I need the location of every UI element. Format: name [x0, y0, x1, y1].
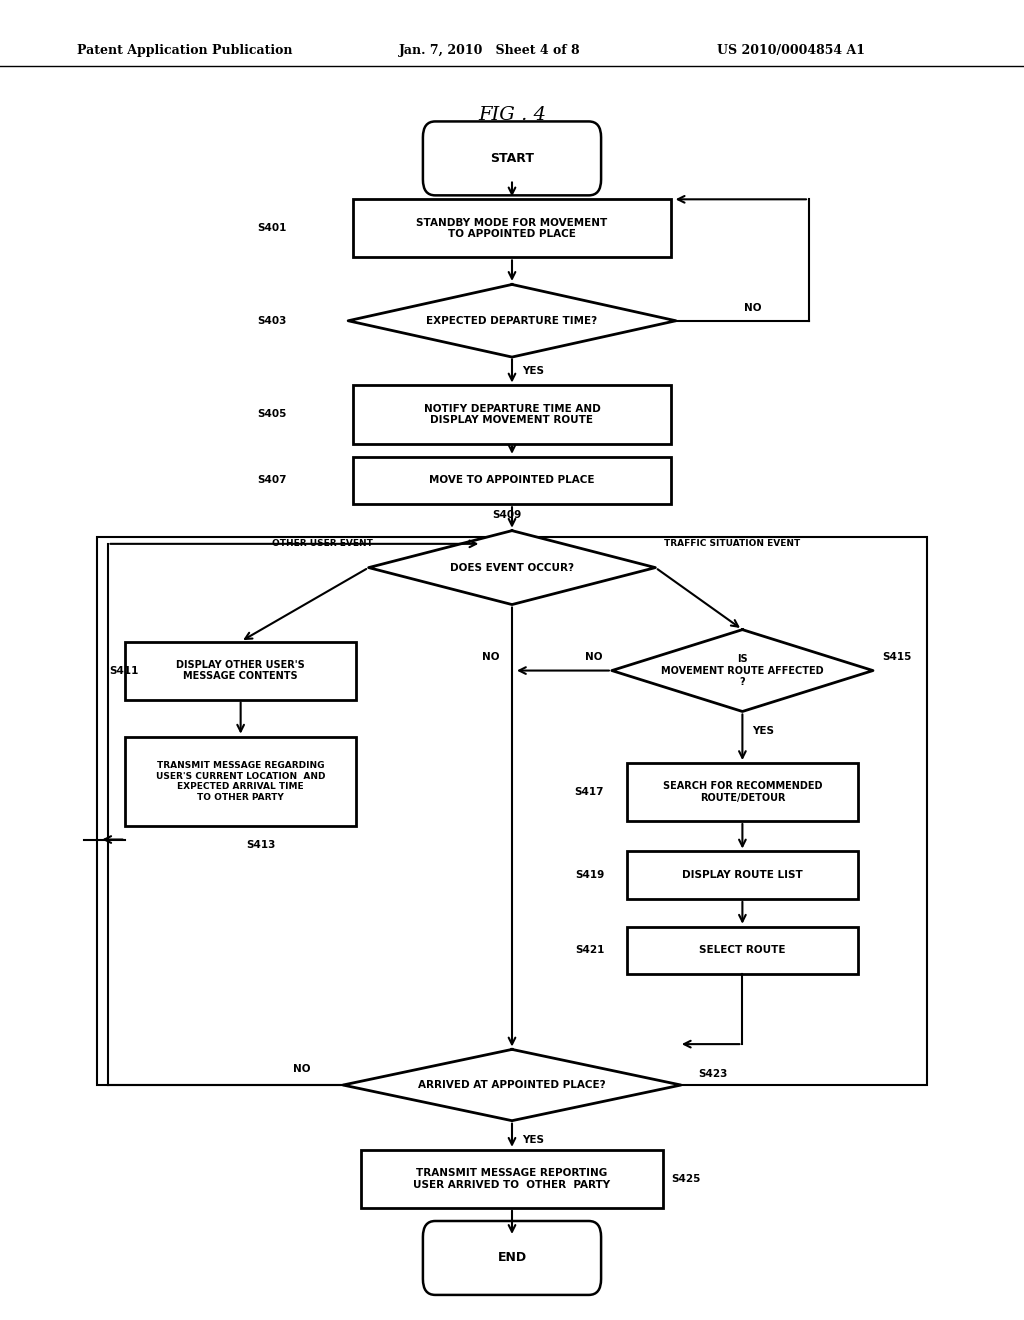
Bar — [353, 385, 671, 444]
Text: Patent Application Publication: Patent Application Publication — [77, 44, 292, 57]
Text: SELECT ROUTE: SELECT ROUTE — [699, 945, 785, 956]
Bar — [353, 199, 671, 257]
Text: NO: NO — [482, 652, 500, 663]
Text: STANDBY MODE FOR MOVEMENT
TO APPOINTED PLACE: STANDBY MODE FOR MOVEMENT TO APPOINTED P… — [417, 218, 607, 239]
Bar — [627, 851, 857, 899]
Text: Jan. 7, 2010   Sheet 4 of 8: Jan. 7, 2010 Sheet 4 of 8 — [399, 44, 581, 57]
Text: US 2010/0004854 A1: US 2010/0004854 A1 — [717, 44, 865, 57]
Text: ARRIVED AT APPOINTED PLACE?: ARRIVED AT APPOINTED PLACE? — [418, 1080, 606, 1090]
Text: S413: S413 — [247, 840, 275, 850]
Text: NOTIFY DEPARTURE TIME AND
DISPLAY MOVEMENT ROUTE: NOTIFY DEPARTURE TIME AND DISPLAY MOVEME… — [424, 404, 600, 425]
Bar — [125, 642, 356, 700]
Polygon shape — [611, 630, 872, 711]
Polygon shape — [348, 285, 676, 356]
Text: MOVE TO APPOINTED PLACE: MOVE TO APPOINTED PLACE — [429, 475, 595, 486]
Text: EXPECTED DEPARTURE TIME?: EXPECTED DEPARTURE TIME? — [426, 315, 598, 326]
Text: S411: S411 — [110, 665, 139, 676]
Bar — [361, 1150, 664, 1208]
Bar — [627, 927, 857, 974]
Text: S403: S403 — [257, 315, 287, 326]
FancyBboxPatch shape — [423, 121, 601, 195]
Polygon shape — [369, 531, 655, 605]
Text: IS
MOVEMENT ROUTE AFFECTED
?: IS MOVEMENT ROUTE AFFECTED ? — [662, 653, 823, 688]
Text: S417: S417 — [574, 787, 604, 797]
Text: S425: S425 — [672, 1173, 701, 1184]
Text: TRANSMIT MESSAGE REGARDING
USER'S CURRENT LOCATION  AND
EXPECTED ARRIVAL TIME
TO: TRANSMIT MESSAGE REGARDING USER'S CURREN… — [156, 762, 326, 801]
Bar — [97, 537, 927, 1085]
Text: S405: S405 — [257, 409, 287, 420]
Bar — [627, 763, 857, 821]
Text: NO: NO — [585, 652, 602, 663]
Text: OTHER USER EVENT: OTHER USER EVENT — [272, 540, 373, 548]
Text: YES: YES — [522, 366, 544, 376]
FancyBboxPatch shape — [423, 1221, 601, 1295]
Text: S415: S415 — [883, 652, 912, 663]
Text: YES: YES — [753, 726, 774, 737]
Text: NO: NO — [743, 302, 762, 313]
Text: SEARCH FOR RECOMMENDED
ROUTE/DETOUR: SEARCH FOR RECOMMENDED ROUTE/DETOUR — [663, 781, 822, 803]
Text: S407: S407 — [257, 475, 287, 486]
Text: TRANSMIT MESSAGE REPORTING
USER ARRIVED TO  OTHER  PARTY: TRANSMIT MESSAGE REPORTING USER ARRIVED … — [414, 1168, 610, 1189]
Bar — [125, 737, 356, 826]
Polygon shape — [343, 1049, 681, 1121]
Text: FIG . 4: FIG . 4 — [478, 106, 546, 124]
Text: DOES EVENT OCCUR?: DOES EVENT OCCUR? — [450, 562, 574, 573]
Text: S409: S409 — [493, 510, 521, 520]
Text: S419: S419 — [574, 870, 604, 880]
Text: S401: S401 — [257, 223, 287, 234]
Text: END: END — [498, 1251, 526, 1265]
Text: DISPLAY ROUTE LIST: DISPLAY ROUTE LIST — [682, 870, 803, 880]
Text: START: START — [490, 152, 534, 165]
Text: DISPLAY OTHER USER'S
MESSAGE CONTENTS: DISPLAY OTHER USER'S MESSAGE CONTENTS — [176, 660, 305, 681]
Text: S423: S423 — [698, 1069, 728, 1080]
Bar — [353, 457, 671, 504]
Text: YES: YES — [522, 1135, 544, 1146]
Text: S421: S421 — [574, 945, 604, 956]
Text: TRAFFIC SITUATION EVENT: TRAFFIC SITUATION EVENT — [664, 540, 801, 548]
Text: NO: NO — [293, 1064, 311, 1074]
